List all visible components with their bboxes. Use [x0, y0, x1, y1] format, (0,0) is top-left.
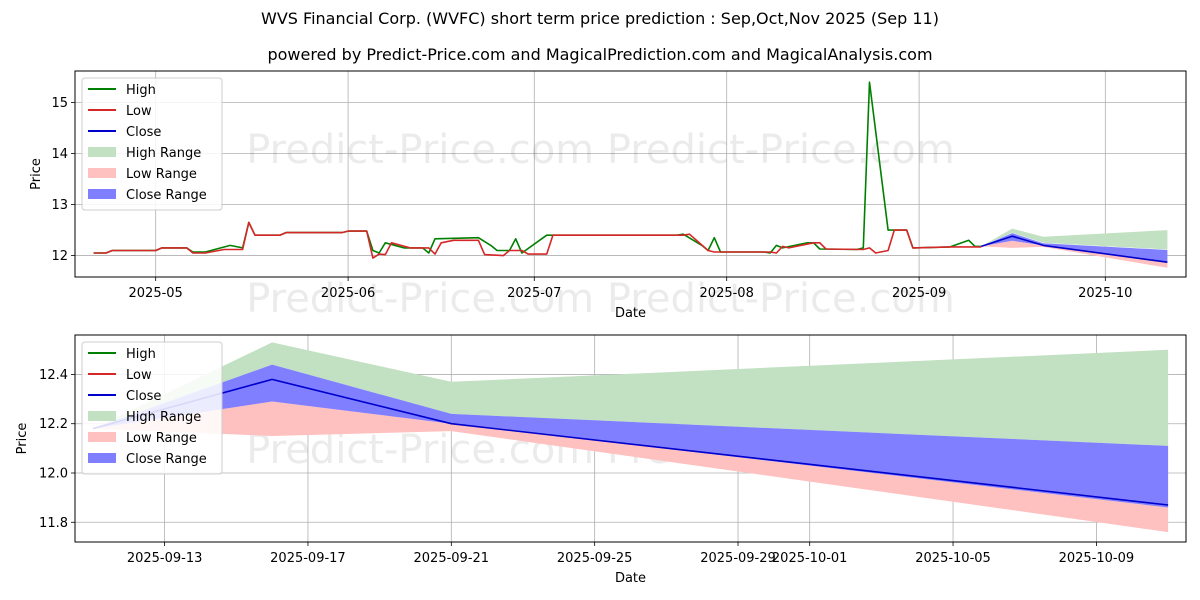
legend-swatch-close-range [88, 189, 116, 199]
x-tick-label: 2025-09-21 [414, 551, 490, 566]
range-band-close-range [92, 364, 1169, 508]
legend-label: High Range [126, 410, 201, 425]
x-axis-label: Date [615, 571, 646, 586]
axes-frame [74, 334, 1187, 543]
x-tick-label: 2025-06 [321, 286, 375, 301]
legend-label: Close [126, 125, 161, 140]
axes-frame [74, 70, 1187, 278]
y-tick-label: 15 [51, 96, 68, 111]
panel-2: 2025-09-13 2025-09-17 2025-09-21 2025-09-25… [15, 334, 1187, 586]
watermark-text: Predict-Price.com Predict-Price.com [246, 276, 955, 322]
legend-label: High Range [126, 146, 201, 161]
y-tick-label: 12.0 [39, 467, 68, 482]
x-tick-label: 2025-09-17 [270, 551, 346, 566]
x-tick-label: 2025-09-13 [127, 551, 203, 566]
legend-swatch-high-range [88, 147, 116, 157]
legend-label: Low [126, 368, 152, 383]
x-tick-label: 2025-10-01 [772, 551, 848, 566]
legend-swatch-low-range [88, 168, 116, 178]
legend-box [81, 341, 223, 475]
y-tick-label: 12.4 [39, 368, 68, 383]
legend-label: Low Range [126, 167, 197, 182]
series-line-low [93, 221, 982, 259]
legend-label: Low Range [126, 431, 197, 446]
legend-label: High [126, 347, 156, 362]
x-tick-label: 2025-10-09 [1059, 551, 1135, 566]
y-axis-label: Price [29, 158, 44, 190]
range-band-high-range [92, 342, 1169, 446]
legend-label: Close Range [126, 188, 207, 203]
y-tick-label: 11.8 [39, 516, 68, 531]
legend-label: Low [126, 104, 152, 119]
x-tick-label: 2025-09-25 [557, 551, 633, 566]
x-tick-label: 2025-09-29 [700, 551, 776, 566]
y-tick-label: 14 [51, 147, 68, 162]
legend-swatch-high-range [88, 411, 116, 421]
legend-box [81, 77, 223, 211]
y-axis-label: Price [15, 423, 30, 455]
y-tick-label: 13 [51, 198, 68, 213]
chart-subtitle: powered by Predict-Price.com and Magical… [267, 45, 933, 64]
legend-swatch-close-range [88, 453, 116, 463]
x-tick-label: 2025-05 [129, 286, 183, 301]
y-tick-label: 12 [51, 249, 68, 264]
legend: High Low Close High Range Low Range Close Ran… [81, 341, 223, 475]
x-tick-label: 2025-08 [700, 286, 754, 301]
panel-1: 2025-05 2025-06 2025-07 2025-08 2025-09 2025-… [29, 70, 1187, 322]
x-tick-label: 2025-10-05 [915, 551, 991, 566]
x-tick-label: 2025-09 [892, 286, 946, 301]
legend-swatch-low-range [88, 432, 116, 442]
legend-label: High [126, 83, 156, 98]
x-axis-label: Date [615, 306, 646, 321]
range-band-high-range [981, 228, 1168, 250]
plot-area [93, 81, 1168, 268]
y-tick-label: 12.2 [39, 417, 68, 432]
x-tick-label: 2025-10 [1078, 286, 1132, 301]
x-tick-label: 2025-07 [507, 286, 561, 301]
legend-label: Close Range [126, 452, 207, 467]
range-band-low-range [981, 240, 1168, 268]
legend-label: Close [126, 389, 161, 404]
chart-title: WVS Financial Corp. (WVFC) short term pr… [261, 9, 939, 28]
watermark-text: Predict-Price.com Predict-Price.com [246, 127, 955, 173]
legend: High Low Close High Range Low Range Close Ran… [81, 77, 223, 211]
series-line-close [980, 235, 1168, 263]
